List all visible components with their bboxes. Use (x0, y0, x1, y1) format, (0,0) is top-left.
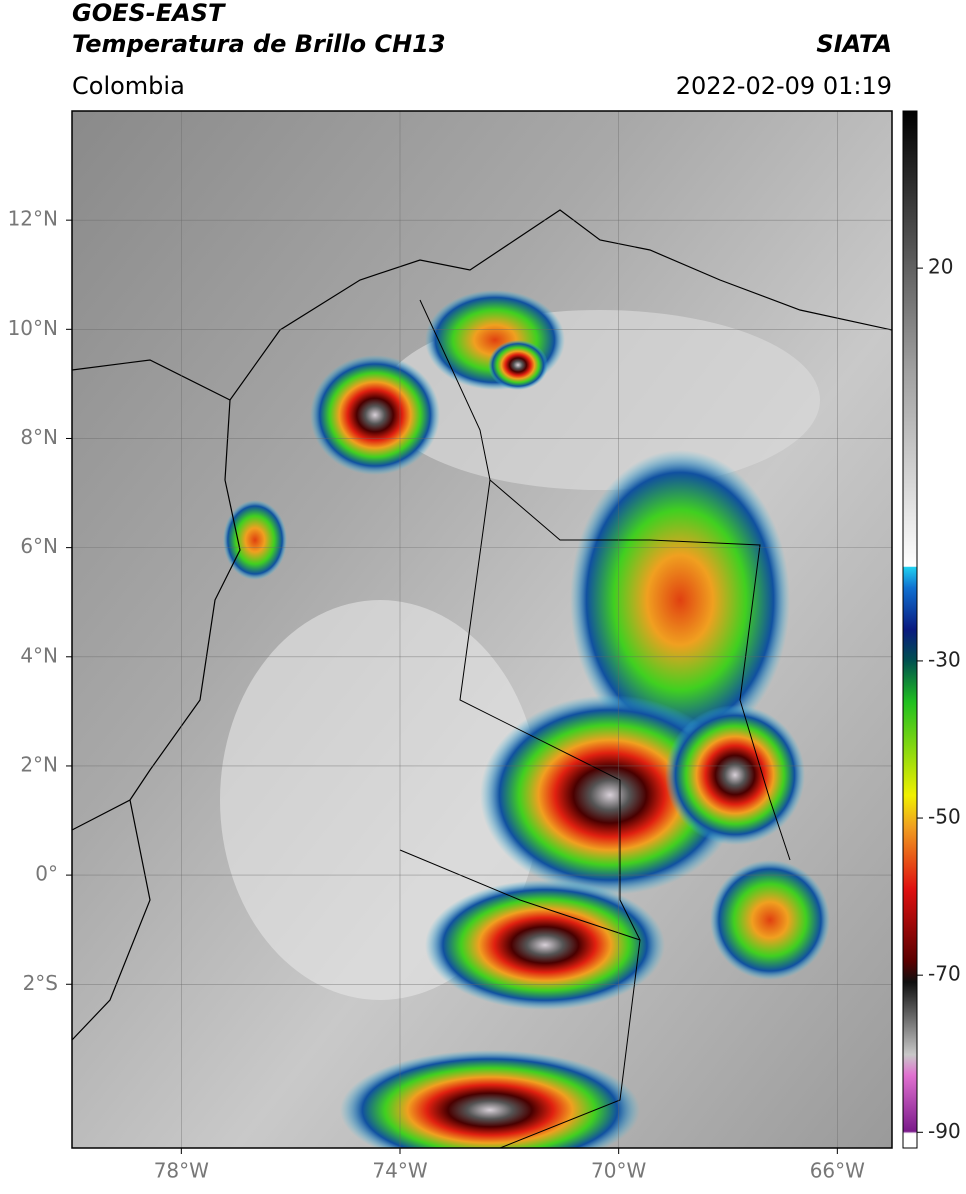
satellite-image (72, 111, 892, 1148)
colorbar-tick-label: -30 (928, 647, 961, 671)
map-frame (71, 110, 893, 1149)
coastline (72, 399, 241, 1041)
lat-tick-label: 4°N (20, 643, 58, 667)
lat-tick-label: 0° (35, 862, 58, 886)
storm (665, 705, 805, 845)
title: GOES-EAST (72, 0, 226, 27)
lon-tick-label: 66°W (810, 1159, 865, 1183)
lat-tick-label: 6°N (20, 534, 58, 558)
storm (488, 340, 548, 390)
lat-tick-label: 8°N (20, 425, 58, 449)
storm (223, 500, 287, 580)
coastline (72, 209, 892, 401)
lat-tick-label: 10°N (8, 316, 58, 340)
storm (710, 860, 830, 980)
colorbar-tick-label: 20 (928, 255, 953, 279)
lat-tick-label: 12°N (8, 207, 58, 231)
storm (425, 880, 665, 1010)
lon-tick-label: 70°W (591, 1159, 646, 1183)
storm (340, 1050, 640, 1148)
colorbar-tick-label: -50 (928, 805, 961, 829)
region: Colombia (72, 72, 185, 100)
lon-tick-label: 78°W (154, 1159, 209, 1183)
subtitle: Temperatura de Brillo CH13 (72, 30, 446, 58)
datetime: 2022-02-09 01:19 (676, 72, 892, 100)
source: SIATA (816, 30, 892, 58)
colorbar-tick-label: -70 (928, 962, 961, 986)
graticule (72, 111, 892, 1148)
lat-tick-label: 2°S (23, 971, 58, 995)
storm (310, 355, 440, 475)
lat-tick-label: 2°N (20, 752, 58, 776)
storm (570, 450, 790, 750)
colorbar-tick-label: -90 (928, 1119, 961, 1143)
border (399, 299, 791, 1148)
lon-tick-label: 74°W (372, 1159, 427, 1183)
colorbar (902, 110, 918, 1149)
